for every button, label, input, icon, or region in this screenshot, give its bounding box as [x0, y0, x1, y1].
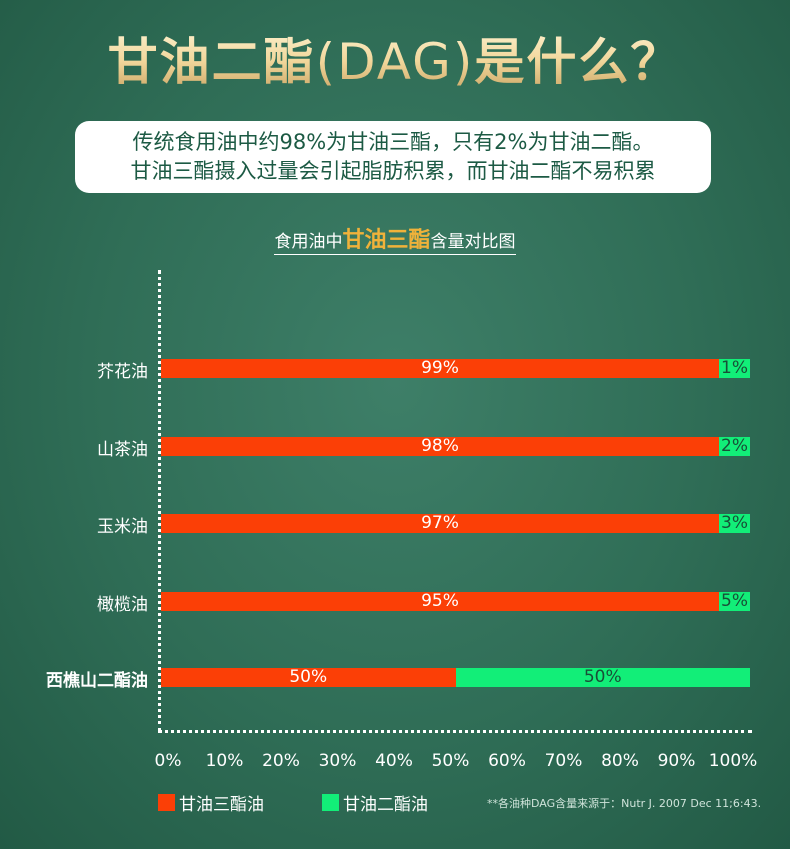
intro-line-1: 传统食用油中约98%为甘油三酯，只有2%为甘油二酯。 — [132, 130, 654, 154]
bar-row: 95% 5% — [161, 592, 750, 611]
category-label: 西樵山二酯油 — [46, 671, 148, 691]
x-tick-label: 30% — [318, 751, 357, 771]
legend-label-dag: 甘油二酯油 — [343, 795, 428, 815]
x-axis — [158, 730, 752, 733]
bar-dag: 1% — [719, 359, 750, 378]
bar-dag: 3% — [719, 514, 750, 533]
x-tick-label: 60% — [488, 751, 526, 771]
legend-item-dag: 甘油二酯油 — [322, 790, 428, 815]
bar-dag: 50% — [455, 668, 750, 687]
bar-tag: 97% — [161, 514, 719, 533]
category-label: 芥花油 — [97, 362, 148, 382]
intro-box: 传统食用油中约98%为甘油三酯，只有2%为甘油二酯。 甘油三酯摄入过量会引起脂肪… — [75, 121, 711, 193]
bar-dag: 2% — [719, 437, 750, 456]
x-tick-label: 50% — [431, 751, 470, 771]
legend-swatch-tag — [158, 794, 175, 811]
bar-tag: 98% — [161, 437, 719, 456]
bar-dag: 5% — [719, 592, 750, 611]
bar-row: 97% 3% — [161, 514, 750, 533]
title-latin: (DAG) — [315, 33, 475, 91]
x-tick-label: 10% — [205, 751, 244, 771]
bar-row: 50% 50% — [161, 668, 750, 687]
bar-tag: 99% — [161, 359, 719, 378]
x-tick-label: 100% — [708, 751, 758, 771]
chart-title-pre: 食用油中 — [274, 232, 343, 252]
bar-tag: 95% — [161, 592, 719, 611]
x-tick-label: 70% — [544, 751, 583, 771]
category-label: 山茶油 — [97, 440, 148, 460]
x-tick-label: 40% — [375, 751, 413, 771]
page-title: 甘油二酯(DAG)是什么？ — [0, 22, 790, 94]
legend-swatch-dag — [322, 794, 339, 811]
intro-line-2: 甘油三酯摄入过量会引起脂肪积累，而甘油二酯不易积累 — [130, 159, 656, 183]
x-tick-label: 80% — [601, 751, 639, 771]
bar-row: 99% 1% — [161, 359, 750, 378]
source-note: **各油种DAG含量来源于：Nutr J. 2007 Dec 11;6:43. — [487, 797, 762, 810]
y-axis — [158, 270, 161, 732]
title-cn: 甘油二酯 — [107, 33, 316, 91]
legend-label-tag: 甘油三酯油 — [179, 795, 264, 815]
category-label: 玉米油 — [97, 517, 148, 537]
category-label: 橄榄油 — [97, 595, 148, 615]
chart-title-highlight: 甘油三酯 — [342, 228, 431, 253]
legend-item-tag: 甘油三酯油 — [158, 790, 264, 815]
x-tick-label: 90% — [657, 751, 696, 771]
chart-title: 食用油中甘油三酯含量对比图 — [0, 222, 790, 255]
title-tail: 是什么？ — [474, 33, 683, 91]
x-tick-label: 20% — [262, 751, 300, 771]
bar-tag: 50% — [161, 668, 456, 687]
bar-row: 98% 2% — [161, 437, 750, 456]
x-tick-label: 0% — [154, 751, 182, 771]
chart-title-post: 含量对比图 — [430, 232, 516, 252]
